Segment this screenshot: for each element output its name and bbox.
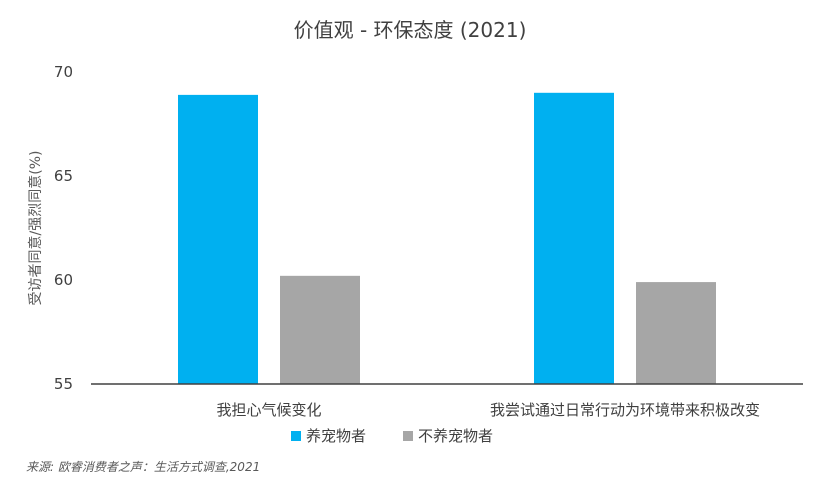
bar [280,275,360,384]
y-tick-label: 60 [54,271,73,289]
bar [534,92,614,385]
source-note: 来源: 欧睿消费者之声：生活方式调查,2021 [26,460,261,474]
y-tick-label: 70 [54,63,73,81]
category-labels: 我担心气候变化 我尝试通过日常行动为环境带来积极改变 [216,401,760,419]
legend: 养宠物者 不养宠物者 [291,427,493,445]
bars [178,92,716,385]
legend-swatch [403,431,413,441]
y-ticks: 55 60 65 70 [54,63,73,393]
legend-swatch [291,431,301,441]
chart-title: 价值观 - 环保态度 (2021) [294,18,527,42]
y-axis-label: 受访者同意/强烈同意(%) [27,151,44,306]
y-tick-label: 55 [54,375,73,393]
bar [178,94,258,384]
y-tick-label: 65 [54,167,73,185]
category-label: 我尝试通过日常行动为环境带来积极改变 [490,401,760,419]
category-label: 我担心气候变化 [216,401,321,419]
legend-label: 不养宠物者 [418,427,493,445]
legend-label: 养宠物者 [306,427,366,445]
bar [636,282,716,384]
